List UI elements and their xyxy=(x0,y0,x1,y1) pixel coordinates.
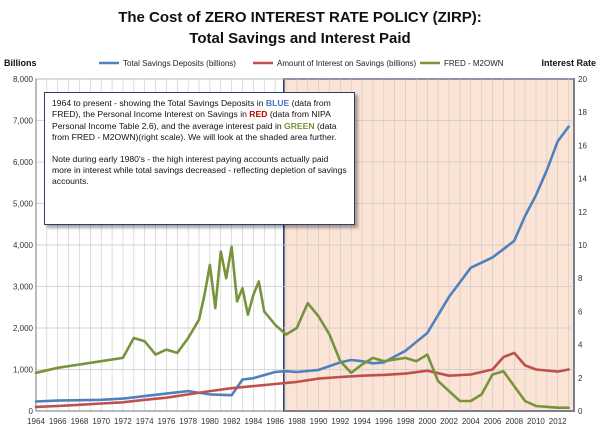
annotation-red-word: RED xyxy=(249,109,268,120)
x-tick-label: 2008 xyxy=(505,417,523,426)
x-tick-label: 1998 xyxy=(397,417,415,426)
annotation-paragraph-2: Note during early 1980's - the high inte… xyxy=(52,153,347,187)
right-tick-label: 20 xyxy=(578,75,587,84)
annotation-paragraph-1: 1964 to present - showing the Total Savi… xyxy=(52,98,347,144)
x-tick-label: 1986 xyxy=(266,417,284,426)
x-tick-label: 2010 xyxy=(527,417,545,426)
x-tick-label: 1974 xyxy=(136,417,154,426)
x-tick-label: 1984 xyxy=(244,417,262,426)
right-axis-title: Interest Rate xyxy=(541,58,596,68)
chart-title: The Cost of ZERO INTEREST RATE POLICY (Z… xyxy=(118,9,482,26)
x-tick-label: 1996 xyxy=(375,417,393,426)
chart-subtitle: Total Savings and Interest Paid xyxy=(189,30,410,47)
x-tick-label: 1990 xyxy=(310,417,328,426)
legend-label-1: Total Savings Deposits (billions) xyxy=(123,59,236,68)
x-tick-label: 1988 xyxy=(288,417,306,426)
x-tick-label: 2004 xyxy=(462,417,480,426)
x-tick-label: 2006 xyxy=(484,417,502,426)
x-tick-label: 2000 xyxy=(418,417,436,426)
series-line-2 xyxy=(34,351,570,409)
left-tick-label: 8,000 xyxy=(13,75,34,84)
left-tick-label: 7,000 xyxy=(13,117,34,126)
x-tick-label: 1980 xyxy=(201,417,219,426)
right-tick-label: 14 xyxy=(578,175,587,184)
x-tick-label: 2002 xyxy=(440,417,458,426)
x-tick-label: 1992 xyxy=(331,417,349,426)
left-axis-title: Billions xyxy=(4,58,37,68)
left-tick-label: 3,000 xyxy=(13,283,34,292)
left-tick-label: 5,000 xyxy=(13,200,34,209)
right-tick-label: 0 xyxy=(578,407,583,416)
right-tick-label: 6 xyxy=(578,307,583,316)
annotation-box: 1964 to present - showing the Total Savi… xyxy=(44,92,355,225)
series-line-3 xyxy=(34,245,570,410)
x-tick-label: 1968 xyxy=(71,417,89,426)
right-tick-label: 2 xyxy=(578,374,583,383)
right-tick-label: 12 xyxy=(578,208,587,217)
x-tick-label: 1976 xyxy=(158,417,176,426)
annotation-text: (data from FRED - M2OWN)(right scale). W… xyxy=(52,120,337,143)
annotation-text: 1964 to present - showing the Total Savi… xyxy=(52,98,266,108)
left-tick-label: 4,000 xyxy=(13,241,34,250)
right-tick-label: 10 xyxy=(578,241,587,250)
x-tick-label: 1966 xyxy=(49,417,67,426)
x-tick-label: 1970 xyxy=(92,417,110,426)
annotation-green-word: GREEN xyxy=(284,120,315,131)
right-tick-label: 8 xyxy=(578,274,583,283)
annotation-blue-word: BLUE xyxy=(265,98,290,108)
legend-label-3: FRED - M2OWN xyxy=(444,59,504,68)
annotation-text: (data from FRED), the Personal Income In… xyxy=(52,98,331,120)
annotation-text: (data from NIPA Personal Income Table 2.… xyxy=(52,109,331,131)
x-tick-label: 1994 xyxy=(353,417,371,426)
x-tick-label: 1978 xyxy=(179,417,197,426)
right-tick-label: 4 xyxy=(578,341,583,350)
left-tick-label: 0 xyxy=(29,407,34,416)
legend: Total Savings Deposits (billions) Amount … xyxy=(99,59,504,68)
legend-label-2: Amount of Interest on Savings (billions) xyxy=(277,59,417,68)
left-tick-label: 6,000 xyxy=(13,158,34,167)
x-tick-label: 1964 xyxy=(27,417,45,426)
right-tick-label: 18 xyxy=(578,108,587,117)
left-tick-label: 2,000 xyxy=(13,324,34,333)
x-tick-label: 1972 xyxy=(114,417,132,426)
x-tick-label: 2012 xyxy=(549,417,567,426)
left-tick-label: 1,000 xyxy=(13,366,34,375)
right-tick-label: 16 xyxy=(578,141,587,150)
x-tick-label: 1982 xyxy=(223,417,241,426)
